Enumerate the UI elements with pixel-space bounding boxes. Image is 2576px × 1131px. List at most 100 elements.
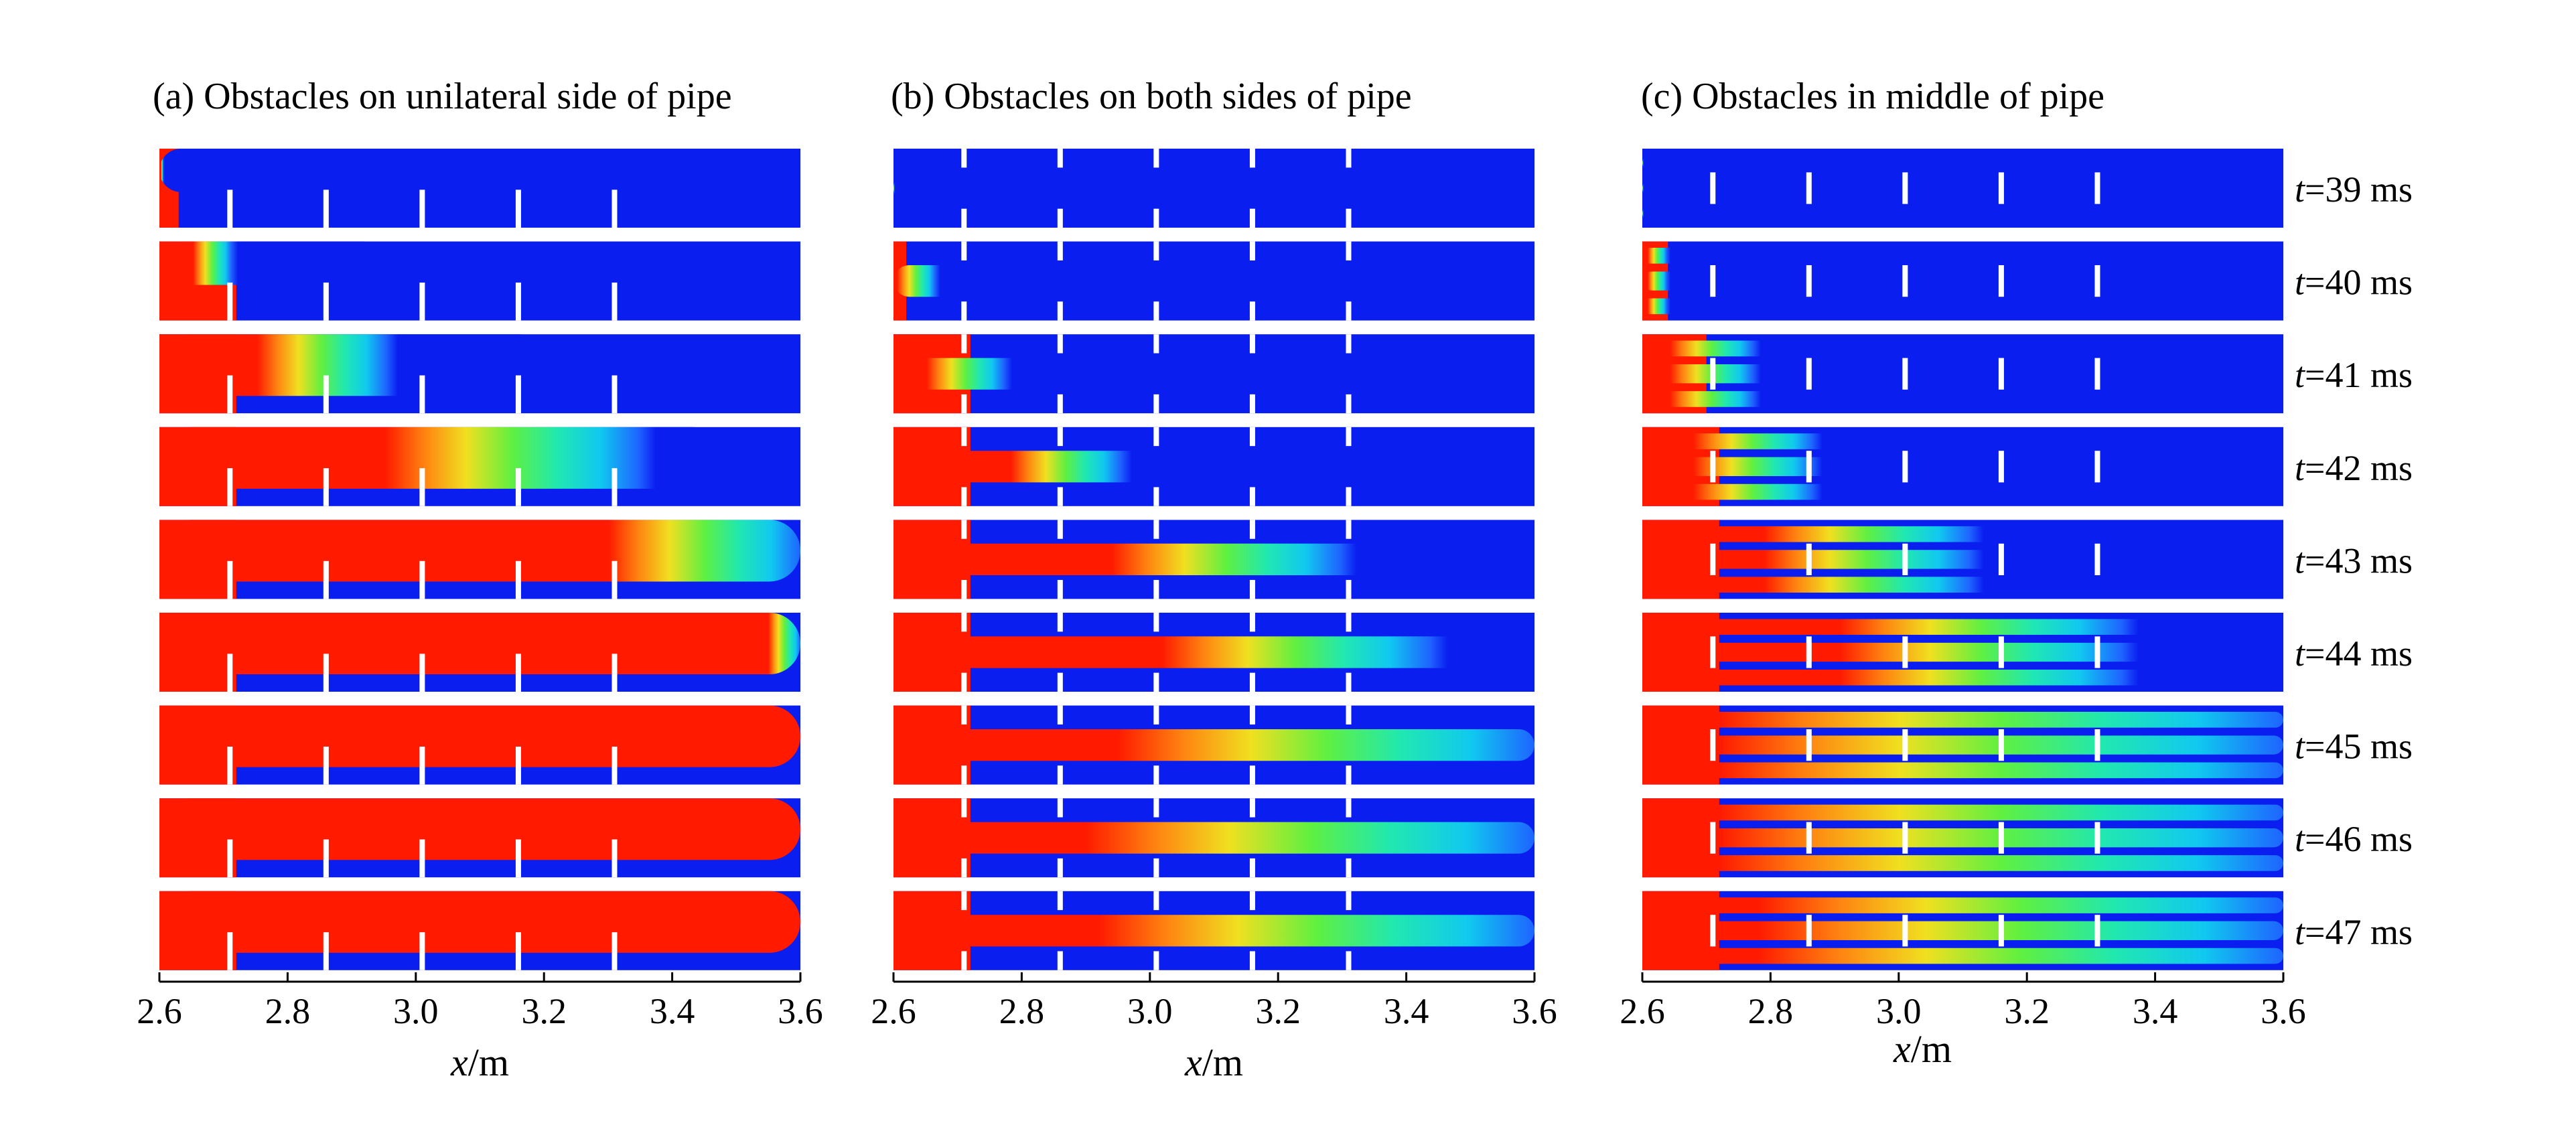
obstacle — [1998, 265, 2004, 297]
obstacle — [1057, 487, 1063, 506]
flame-plume — [1642, 483, 1983, 500]
flame-plume — [159, 798, 800, 860]
obstacle — [1710, 729, 1716, 761]
obstacle — [1057, 149, 1063, 168]
obstacle — [961, 427, 967, 447]
obstacle — [419, 746, 425, 785]
obstacle — [961, 149, 967, 168]
obstacle — [1902, 636, 1908, 668]
flame-plume — [893, 729, 1534, 761]
obstacle — [1710, 358, 1716, 390]
obstacle — [1057, 765, 1063, 785]
panel-b: (b) Obstacles on both sides of pipe 2.6 2… — [871, 76, 1557, 1084]
obstacle — [961, 394, 967, 414]
flame-plume — [1642, 855, 2283, 871]
obstacle — [1998, 915, 2004, 947]
obstacle — [1346, 394, 1352, 414]
obstacle — [961, 951, 967, 970]
obstacle — [1998, 451, 2004, 483]
obstacle — [1249, 858, 1255, 878]
obstacle — [419, 560, 425, 599]
obstacle — [612, 375, 618, 414]
obstacle — [323, 560, 329, 599]
obstacle — [961, 520, 967, 539]
x-tick-label: 2.8 — [265, 991, 311, 1031]
obstacle — [961, 765, 967, 785]
obstacle — [1249, 580, 1255, 599]
obstacle — [1249, 427, 1255, 447]
obstacle — [1153, 672, 1159, 692]
flame-plume — [159, 334, 551, 396]
obstacle — [323, 375, 329, 414]
flame-plume — [1642, 712, 2283, 728]
obstacle — [1153, 765, 1159, 785]
obstacle — [2094, 636, 2100, 668]
obstacle — [612, 560, 618, 599]
time-label: t=46 ms — [2295, 819, 2413, 859]
obstacle — [1998, 543, 2004, 575]
x-tick-label: 3.4 — [650, 991, 695, 1031]
obstacle — [323, 654, 329, 692]
flame-plume — [1642, 735, 2283, 755]
flame-plume — [1642, 828, 2283, 848]
obstacle — [1057, 580, 1063, 599]
flame-plume — [1642, 457, 1983, 476]
flame-plume — [1642, 921, 2283, 940]
flame-plume — [1642, 271, 1777, 291]
obstacle — [1153, 858, 1159, 878]
obstacle — [1346, 672, 1352, 692]
obstacle — [419, 654, 425, 692]
obstacle — [1346, 208, 1352, 228]
time-label: t=40 ms — [2295, 262, 2413, 303]
x-tick-label: 3.0 — [1127, 991, 1173, 1031]
obstacle — [1153, 951, 1159, 970]
x-axis-title: x/m — [1184, 1041, 1243, 1084]
obstacle — [227, 932, 233, 970]
obstacle — [227, 468, 233, 506]
time-label: t=43 ms — [2295, 540, 2413, 581]
obstacle — [961, 891, 967, 911]
obstacle — [1153, 798, 1159, 818]
obstacle — [1057, 891, 1063, 911]
x-tick-label: 2.6 — [871, 991, 916, 1031]
obstacle — [1346, 858, 1352, 878]
flame-plume — [1642, 642, 2207, 662]
obstacle — [515, 932, 521, 970]
obstacle — [1153, 149, 1159, 168]
obstacle — [961, 241, 967, 260]
obstacle — [1346, 705, 1352, 725]
obstacle — [323, 746, 329, 785]
panel-c-title: (c) Obstacles in middle of pipe — [1641, 76, 2104, 117]
obstacle — [1153, 427, 1159, 447]
obstacle — [323, 839, 329, 878]
obstacle — [419, 190, 425, 228]
x-tick-label: 3.2 — [521, 991, 567, 1031]
obstacle — [1249, 334, 1255, 354]
flame-plume — [1642, 619, 2207, 635]
flame-plume — [1642, 577, 2110, 593]
obstacle — [961, 580, 967, 599]
obstacle — [1346, 520, 1352, 539]
flame-plume — [159, 149, 218, 192]
obstacle — [1902, 822, 1908, 854]
obstacle — [1249, 951, 1255, 970]
x-axis-title: x/m — [1893, 1027, 1952, 1071]
obstacle — [1998, 358, 2004, 390]
panel-a-title: (a) Obstacles on unilateral side of pipe — [153, 76, 732, 117]
flame-plume — [1642, 804, 2283, 821]
obstacle — [1710, 172, 1716, 204]
obstacle — [419, 468, 425, 506]
obstacle — [1153, 487, 1159, 506]
obstacle — [961, 798, 967, 818]
obstacle — [1057, 301, 1063, 321]
flame-plume — [159, 705, 800, 767]
x-tick-label: 2.6 — [1620, 991, 1665, 1031]
obstacle — [1057, 798, 1063, 818]
flame-plume — [893, 172, 926, 204]
flame-plume — [893, 265, 1067, 297]
x-tick-label: 3.4 — [2133, 991, 2178, 1031]
obstacle — [1249, 301, 1255, 321]
obstacle — [1806, 543, 1812, 575]
time-label: t=44 ms — [2295, 633, 2413, 674]
obstacle — [515, 654, 521, 692]
